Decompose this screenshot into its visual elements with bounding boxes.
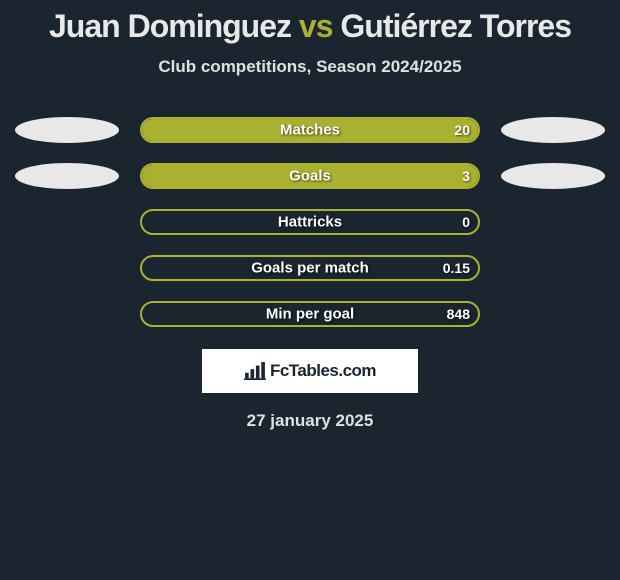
stat-row: Goals 3: [0, 163, 620, 189]
stat-value: 20: [454, 122, 470, 138]
stat-bar: Matches 20: [140, 117, 480, 143]
player1-marker: [15, 117, 119, 143]
player1-name: Juan Dominguez: [49, 8, 291, 44]
vs-separator: vs: [299, 8, 333, 44]
stat-value: 848: [447, 306, 470, 322]
bar-chart-icon: [244, 362, 266, 380]
stat-value: 0.15: [443, 260, 470, 276]
stats-rows: Matches 20 Goals 3 Hattricks 0 Goals per match…: [0, 117, 620, 327]
stat-value: 0: [462, 214, 470, 230]
page-title: Juan Dominguez vs Gutiérrez Torres: [0, 8, 620, 45]
brand-text: FcTables.com: [270, 361, 376, 381]
stat-label: Hattricks: [278, 214, 342, 231]
player2-name: Gutiérrez Torres: [340, 8, 571, 44]
stat-value: 3: [462, 168, 470, 184]
left-side: [12, 117, 122, 143]
player2-marker: [501, 117, 605, 143]
generated-date: 27 january 2025: [0, 411, 620, 431]
stat-bar: Goals per match 0.15: [140, 255, 480, 281]
stat-label: Goals per match: [251, 260, 369, 277]
stat-label: Goals: [289, 168, 331, 185]
subtitle: Club competitions, Season 2024/2025: [0, 57, 620, 77]
stat-bar: Hattricks 0: [140, 209, 480, 235]
right-side: [498, 163, 608, 189]
player2-marker: [501, 163, 605, 189]
player1-marker: [15, 163, 119, 189]
stat-row: Hattricks 0: [0, 209, 620, 235]
stat-row: Matches 20: [0, 117, 620, 143]
left-side: [12, 163, 122, 189]
stat-row: Min per goal 848: [0, 301, 620, 327]
stat-bar: Goals 3: [140, 163, 480, 189]
brand-badge: FcTables.com: [202, 349, 418, 393]
stat-bar: Min per goal 848: [140, 301, 480, 327]
comparison-card: Juan Dominguez vs Gutiérrez Torres Club …: [0, 0, 620, 431]
stat-row: Goals per match 0.15: [0, 255, 620, 281]
stat-label: Matches: [280, 122, 340, 139]
stat-label: Min per goal: [266, 306, 354, 323]
right-side: [498, 117, 608, 143]
